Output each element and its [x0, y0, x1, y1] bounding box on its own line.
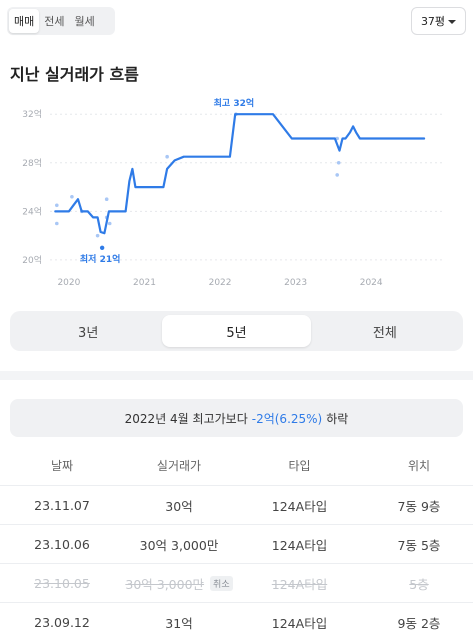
period-tabs: 3년 5년 전체 — [10, 311, 463, 351]
row-date: 23.10.06 — [34, 536, 90, 552]
table-row[interactable]: 23.11.07 30억 124A타입 7동 9층 — [0, 485, 473, 524]
row-price: 30억 3,000만 — [139, 537, 219, 553]
y-tick-label: 24억 — [22, 205, 42, 217]
y-tick-label: 32억 — [22, 108, 42, 120]
data-point — [99, 245, 105, 250]
header-location: 위치 — [407, 459, 431, 473]
caret-down-icon — [448, 19, 457, 24]
row-location-text: 5층 — [409, 576, 429, 592]
data-point — [55, 221, 59, 226]
data-point — [335, 173, 339, 177]
max-price-label: 최고 32억 — [214, 97, 255, 109]
header-price: 실거래가 — [156, 459, 202, 473]
x-tick-label: 2023 — [284, 278, 307, 288]
row-location: 5층 — [365, 574, 473, 593]
x-tick-label: 2022 — [209, 278, 232, 288]
data-point — [336, 160, 341, 165]
size-select-value: 37평 — [420, 15, 446, 28]
row-type: 124A타입 — [271, 537, 328, 553]
x-tick-label: 2024 — [360, 278, 383, 288]
chart-svg: 20억 24억 28억 32억 2020 2021 2022 2023 2024 최고 32억최저… — [22, 97, 443, 288]
tab-period-all[interactable]: 전체 — [372, 325, 397, 341]
summary-prefix: 2022년 4월 최고가보다 — [124, 411, 248, 426]
row-type: 124A타입 — [234, 574, 365, 593]
tab-jeonse[interactable]: 전세 — [44, 15, 65, 28]
x-tick-label: 2020 — [57, 278, 80, 288]
size-select[interactable]: 37평 — [411, 7, 466, 35]
table-row[interactable]: 23.10.06 30억 3,000만 124A타입 7동 5층 — [0, 524, 473, 563]
table-row[interactable]: 23.09.12 31억 124A타입 9동 2층 — [0, 602, 473, 641]
top-bar: 매매 전세 월세 37평 — [0, 0, 473, 50]
data-point — [107, 221, 112, 226]
trade-type-tabs: 매매 전세 월세 — [7, 7, 115, 35]
data-point — [95, 233, 100, 238]
row-price: 30억 — [165, 498, 193, 514]
y-tick-label: 20억 — [22, 254, 42, 266]
data-point — [55, 203, 59, 208]
x-tick-label: 2021 — [133, 278, 156, 288]
row-price-text: 30억 3,000만 — [125, 576, 205, 592]
row-date: 23.10.05 — [0, 576, 124, 591]
row-price: 31억 — [165, 615, 193, 631]
row-location: 7동 5층 — [397, 537, 441, 553]
data-point — [165, 154, 169, 159]
header-date: 날짜 — [50, 459, 74, 473]
data-point — [104, 197, 109, 202]
tab-sale[interactable]: 매매 — [9, 9, 40, 33]
row-date-text: 23.10.05 — [34, 575, 90, 591]
table-header: 날짜 실거래가 타입 위치 — [0, 446, 473, 485]
row-location: 9동 2층 — [397, 615, 441, 631]
row-type-text: 124A타입 — [271, 576, 328, 592]
row-type: 124A타입 — [271, 498, 328, 514]
transaction-table: 날짜 실거래가 타입 위치 23.11.07 30억 124A타입 7동 9층 … — [0, 446, 473, 641]
tab-period-3y[interactable]: 3년 — [78, 325, 99, 341]
summary-change: -2억(6.25%) — [251, 411, 323, 426]
header-type: 타입 — [288, 459, 311, 473]
tab-monthly-rent[interactable]: 월세 — [74, 15, 95, 28]
row-location: 7동 9층 — [397, 498, 441, 514]
page-title: 지난 실거래가 흐름 — [10, 65, 139, 84]
data-point — [70, 194, 74, 199]
row-date: 23.09.12 — [34, 614, 90, 630]
row-date: 23.11.07 — [34, 497, 90, 513]
section-divider — [0, 371, 473, 380]
y-tick-label: 28억 — [22, 157, 42, 169]
series-line — [54, 113, 426, 235]
table-row-canceled[interactable]: 23.10.05 30억 3,000만 취소 124A타입 5층 — [0, 563, 473, 602]
tab-period-5y[interactable]: 5년 — [162, 315, 311, 347]
cancel-badge: 취소 — [210, 575, 233, 591]
summary-suffix: 하락 — [326, 411, 349, 426]
row-price: 30억 3,000만 취소 — [124, 574, 234, 593]
row-type: 124A타입 — [271, 615, 328, 631]
summary-banner: 2022년 4월 최고가보다 -2억(6.25%) 하락 — [10, 399, 463, 437]
min-price-label: 최저 21억 — [80, 253, 121, 265]
